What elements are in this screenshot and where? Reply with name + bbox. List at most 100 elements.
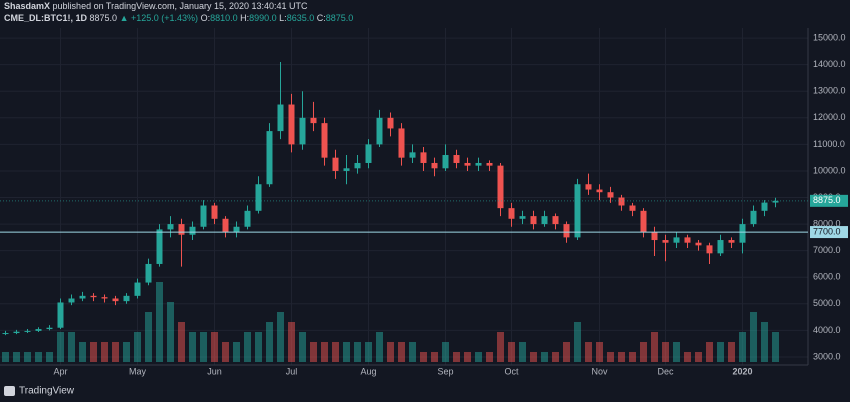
candle-body [508, 208, 515, 219]
volume-bar [277, 312, 284, 362]
volume-bar [695, 352, 702, 362]
volume-bar [145, 312, 152, 362]
candle-body [409, 152, 416, 158]
volume-bar [530, 352, 537, 362]
candle-body [618, 197, 625, 206]
candle-body [332, 157, 339, 171]
symbol: CME_DL:BTC1!, 1D [4, 13, 88, 23]
volume-bar [431, 352, 438, 362]
candle-body [354, 162, 361, 169]
volume-bar [178, 322, 185, 362]
volume-bar [651, 332, 658, 362]
y-tick-label: 3000.0 [813, 351, 841, 361]
volume-bar [508, 342, 515, 362]
candle-body [585, 184, 592, 190]
x-tick-label: Oct [504, 366, 519, 376]
volume-bar [233, 342, 240, 362]
y-tick-label: 14000.0 [813, 59, 846, 69]
volume-bar [112, 342, 119, 362]
volume-bar [761, 322, 768, 362]
x-tick-label: Jul [286, 366, 298, 376]
y-tick-label: 8000.0 [813, 218, 841, 228]
volume-bar [475, 352, 482, 362]
y-tick-label: 6000.0 [813, 272, 841, 282]
last-price-box [810, 194, 848, 207]
x-tick-label: Dec [657, 366, 674, 376]
price: 8875.0 [90, 13, 118, 23]
x-tick-label: Aug [360, 366, 376, 376]
candle-body [431, 162, 438, 169]
candle-body [288, 104, 295, 145]
y-tick-label: 4000.0 [813, 325, 841, 335]
volume-bar [13, 352, 20, 362]
volume-bar [244, 332, 251, 362]
candle-body [35, 329, 42, 331]
o: 8810.0 [210, 13, 238, 23]
volume-bar [222, 342, 229, 362]
candle-body [211, 205, 218, 219]
candle-body [376, 117, 383, 145]
candle-body [420, 152, 427, 163]
candle-body [497, 165, 504, 209]
x-tick-label: 2020 [732, 366, 752, 376]
candle-body [464, 162, 471, 166]
volume-bar [156, 282, 163, 362]
volume-bar [57, 332, 64, 362]
candle-body [662, 240, 669, 243]
l-label: L: [279, 13, 287, 23]
volume-bar [409, 342, 416, 362]
volume-bar [255, 332, 262, 362]
x-tick-label: Nov [591, 366, 608, 376]
hline-label-box [810, 226, 848, 239]
volume-bar [596, 342, 603, 362]
candle-body [244, 210, 251, 227]
volume-bar [332, 342, 339, 362]
candle-body [596, 189, 603, 193]
y-tick-label: 11000.0 [813, 139, 845, 149]
volume-bar [739, 332, 746, 362]
candle-body [222, 218, 229, 233]
y-tick-label: 12000.0 [813, 112, 846, 122]
header-line-2: CME_DL:BTC1!, 1D 8875.0 ▲ +125.0 (+1.43%… [4, 13, 353, 23]
candle-body [640, 210, 647, 233]
header: ShasdamX published on TradingView.com, J… [4, 1, 353, 23]
volume-bar [101, 342, 108, 362]
volume-bar [387, 342, 394, 362]
candle-body [453, 155, 460, 163]
candle-body [717, 240, 724, 254]
volume-bar [134, 332, 141, 362]
x-tick-label: Sep [437, 366, 453, 376]
volume-bar [585, 342, 592, 362]
candle-body [552, 216, 559, 225]
volume-bar [684, 352, 691, 362]
candle-body [24, 330, 31, 332]
h: 8990.0 [249, 13, 277, 23]
change: ▲ +125.0 (+1.43%) [120, 13, 198, 23]
hline-label: 7700.0 [813, 226, 841, 236]
candle-body [673, 237, 680, 243]
volume-bar [442, 342, 449, 362]
y-tick-label: 5000.0 [813, 298, 841, 308]
candle-body [90, 295, 97, 298]
volume-bar [310, 342, 317, 362]
candle-body [266, 131, 273, 185]
candle-body [178, 224, 185, 235]
candle-body [167, 224, 174, 230]
candle-body [607, 192, 614, 198]
candle-body [574, 184, 581, 238]
x-tick-label: Jun [207, 366, 222, 376]
volume-bar [90, 342, 97, 362]
candle-body [101, 297, 108, 299]
volume-pane [2, 282, 779, 362]
c: 8875.0 [326, 13, 354, 23]
candle-body [365, 144, 372, 163]
volume-bar [706, 342, 713, 362]
volume-bar [288, 322, 295, 362]
candle-body [651, 232, 658, 241]
volume-bar [123, 342, 130, 362]
volume-bar [420, 352, 427, 362]
volume-bar [486, 352, 493, 362]
volume-bar [728, 342, 735, 362]
